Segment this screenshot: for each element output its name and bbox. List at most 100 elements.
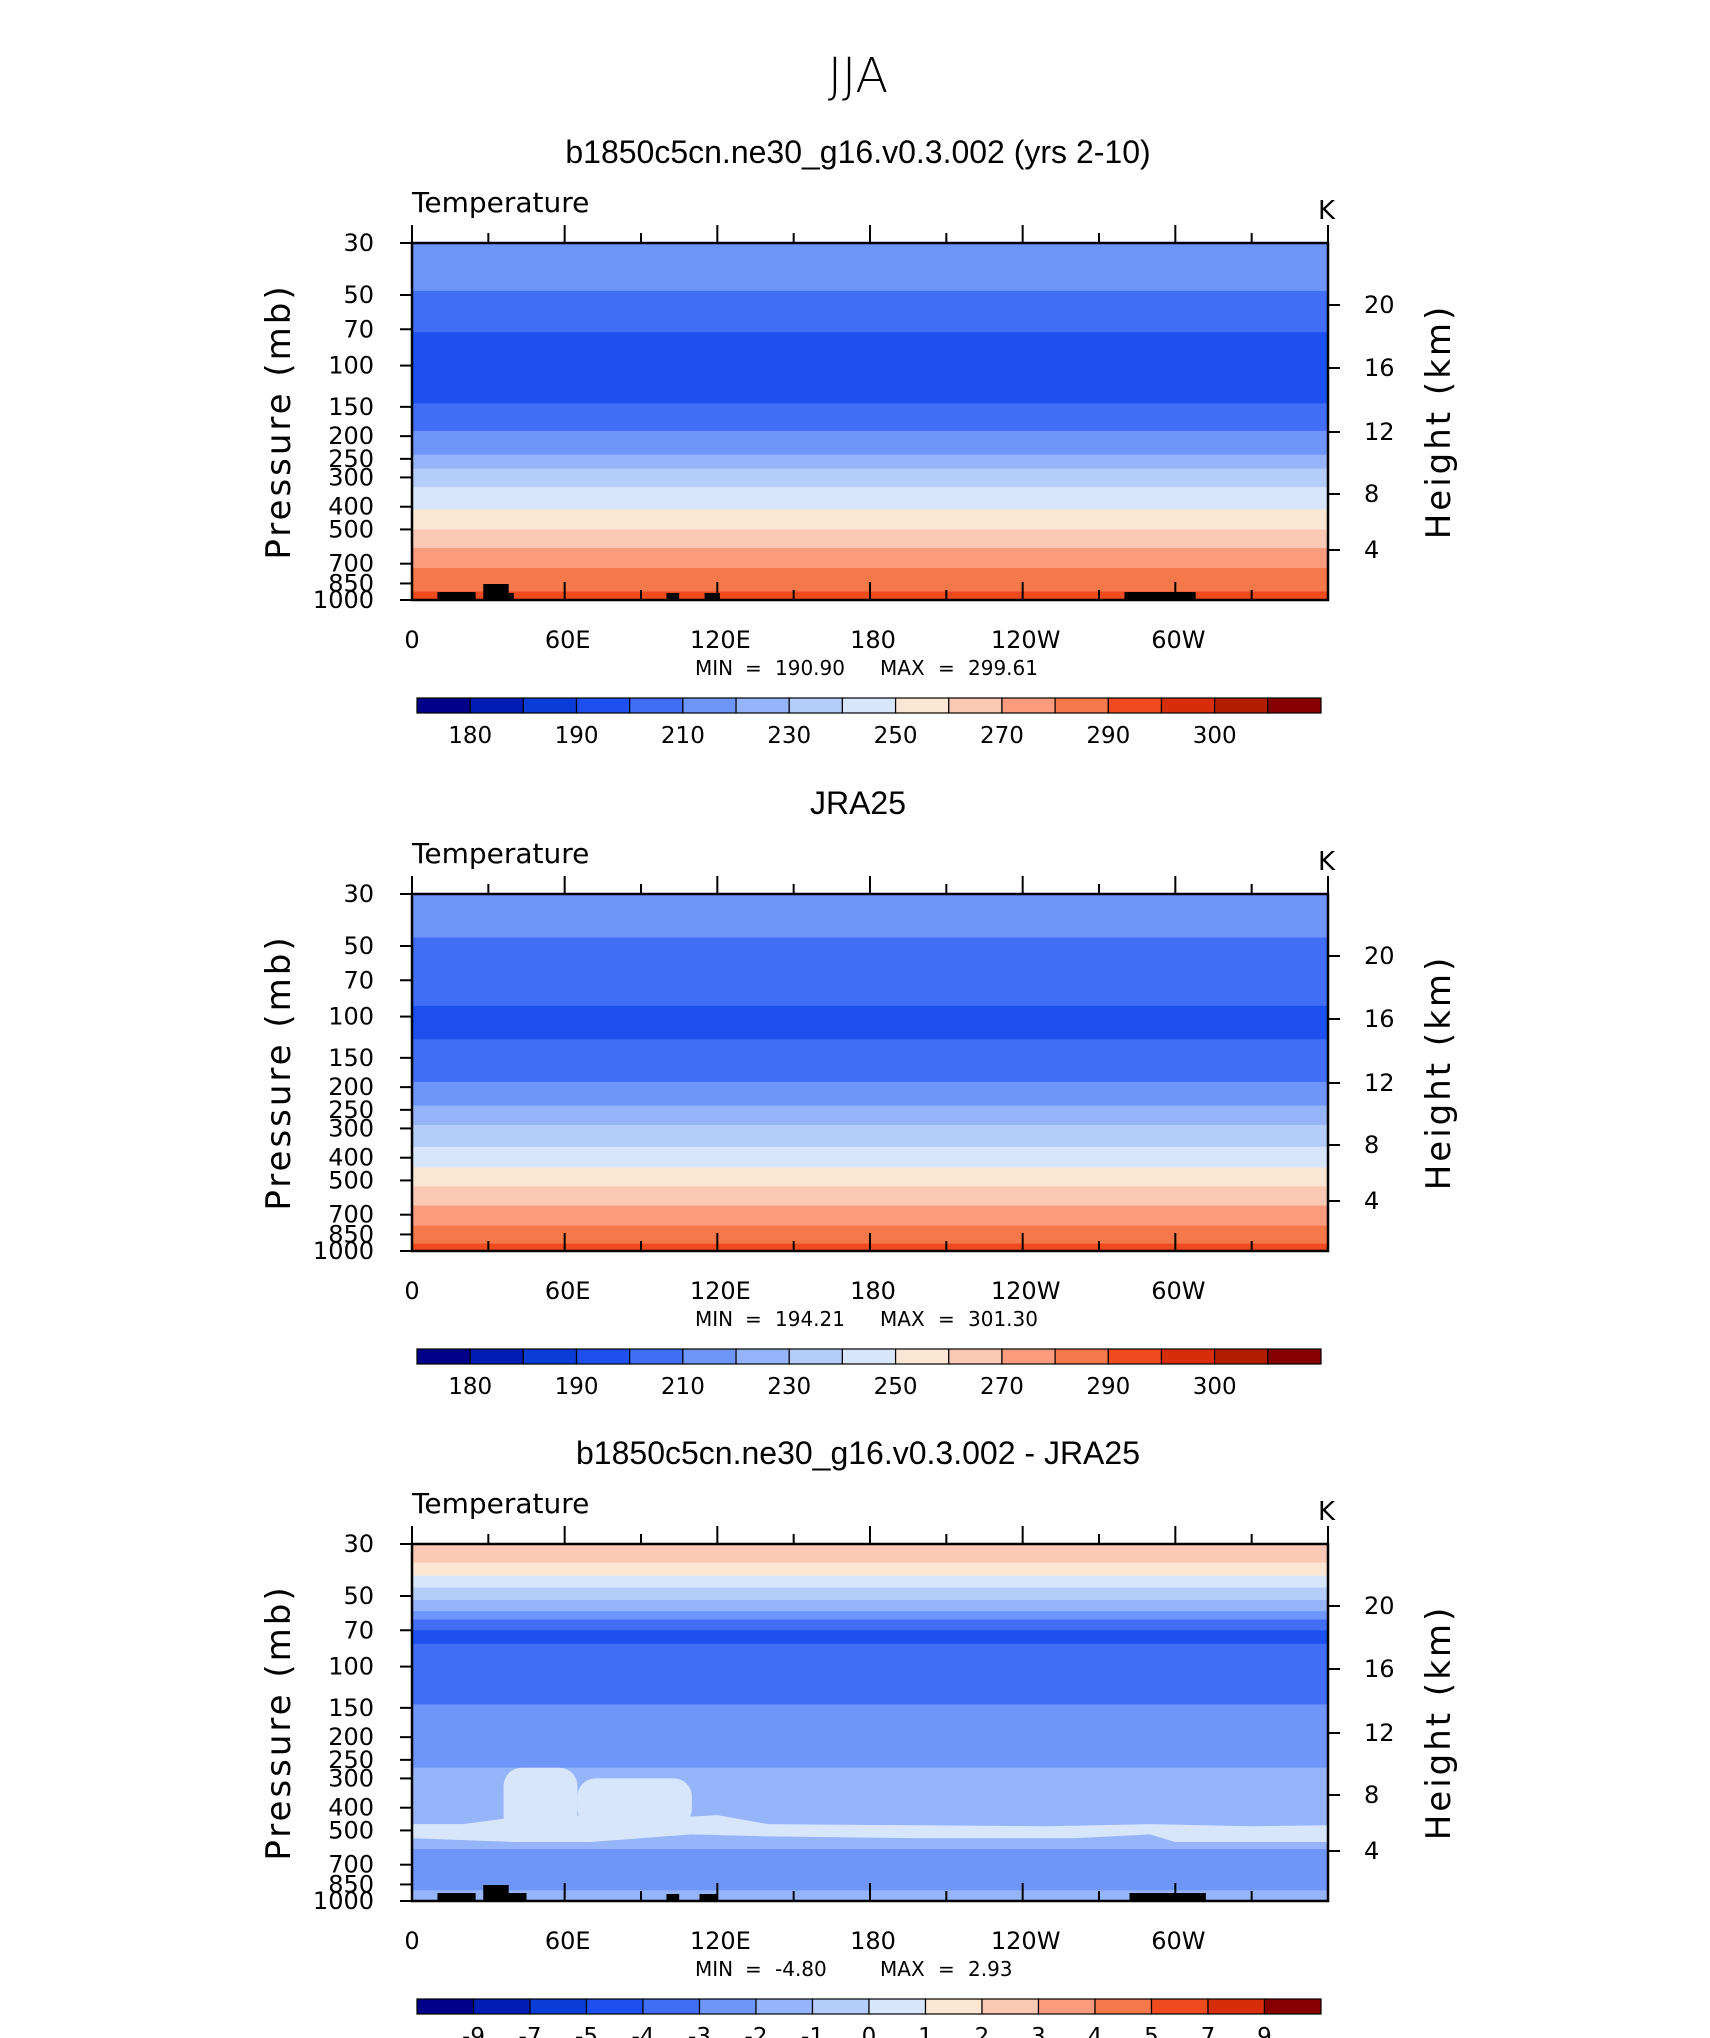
- y-tick-label: 150: [328, 1044, 374, 1072]
- colorbar-label: 270: [980, 1374, 1024, 1400]
- colorbar-swatch: [868, 1998, 927, 2015]
- panel-subtitle: Temperature: [411, 186, 589, 219]
- contour-band: [412, 529, 1328, 549]
- contour-bands: [412, 243, 1328, 601]
- min-value: 190.90: [775, 656, 845, 680]
- colorbar-swatch: [529, 1998, 588, 2015]
- y-tick-label: 250: [328, 1096, 374, 1124]
- y-tick-label: 1000: [313, 586, 374, 614]
- min-equals: =: [745, 1957, 762, 1981]
- y-tick-label: 400: [328, 1144, 374, 1172]
- colorbar-swatch: [894, 697, 950, 714]
- colorbar-swatch: [522, 1348, 578, 1365]
- colorbar-swatch: [1054, 1348, 1109, 1365]
- colorbar-label: 230: [767, 723, 811, 749]
- colorbar-swatch: [1001, 697, 1056, 714]
- y-tick-label: 100: [328, 352, 374, 380]
- y-right-tick-label: 8: [1364, 1131, 1379, 1159]
- panels: b1850c5cn.ne30_g16.v0.3.002 (yrs 2-10) Te…: [259, 134, 1459, 2038]
- colorbar-label: 4: [1088, 2024, 1103, 2038]
- colorbar-swatch: [1001, 1348, 1056, 1365]
- colorbar-swatch: [469, 697, 524, 714]
- x-tick-label: 120E: [690, 626, 751, 654]
- contour-band: [412, 1167, 1328, 1187]
- chart-panel-3: b1850c5cn.ne30_g16.v0.3.002 - JRA25 Tempe…: [259, 1435, 1459, 2038]
- colorbar-swatch: [416, 1998, 475, 2015]
- colorbar-label: -5: [575, 2024, 598, 2038]
- panel-subtitle: Temperature: [411, 1487, 589, 1520]
- colorbar-swatch: [575, 1348, 631, 1365]
- colorbar-label: 0: [862, 2024, 877, 2038]
- y-right-tick-label: 12: [1364, 418, 1395, 446]
- y-tick-label: 50: [343, 932, 374, 960]
- y-right-tick-label: 16: [1364, 354, 1395, 382]
- units-label: K: [1318, 1497, 1336, 1527]
- y-right-tick-label: 20: [1364, 291, 1395, 319]
- y-tick-label: 300: [328, 463, 374, 491]
- y-right-tick-label: 20: [1364, 1592, 1395, 1620]
- y-tick-label: 250: [328, 1746, 374, 1774]
- colorbar-swatch: [682, 1348, 737, 1365]
- min-label: MIN: [695, 1957, 733, 1981]
- topography-mask: [437, 592, 476, 600]
- y-tick-label: 200: [328, 422, 374, 450]
- x-tick-label: 180: [850, 1277, 896, 1305]
- colorbar-label: -9: [462, 2024, 485, 2038]
- y-right-axis-label: Height (km): [1419, 1605, 1459, 1841]
- y-tick-label: 400: [328, 1794, 374, 1822]
- max-value: 299.61: [968, 656, 1038, 680]
- colorbar-swatch: [1267, 1348, 1322, 1365]
- colorbar-swatch: [735, 697, 790, 714]
- x-tick-label: 180: [850, 1927, 896, 1955]
- y-axis-label: Pressure (mb): [259, 283, 299, 559]
- x-tick-label: 120E: [690, 1277, 751, 1305]
- contour-band: [412, 1611, 1328, 1621]
- contour-band: [412, 468, 1328, 488]
- colorbar: 180 190 210 230 250 270 290 300: [416, 697, 1322, 749]
- colorbar-swatch: [469, 1348, 524, 1365]
- contour-band: [412, 403, 1328, 432]
- colorbar-label: 180: [448, 723, 492, 749]
- y-tick-label: 500: [328, 1166, 374, 1194]
- contour-band: [412, 1105, 1328, 1126]
- contour-band: [412, 509, 1328, 531]
- colorbar-swatch: [698, 1998, 757, 2015]
- y-axis-label: Pressure (mb): [259, 934, 299, 1210]
- y-tick-label: 1000: [313, 1237, 374, 1265]
- contour-band: [412, 430, 1328, 456]
- colorbar-swatch: [642, 1998, 701, 2015]
- colorbar-swatch: [924, 1998, 983, 2015]
- y-tick-label: 50: [343, 281, 374, 309]
- y-tick-label: 700: [328, 1851, 374, 1879]
- y-tick-label: 850: [328, 1220, 374, 1248]
- colorbar-swatch: [948, 697, 1003, 714]
- y-tick-label: 500: [328, 1816, 374, 1844]
- colorbar-label: 290: [1086, 723, 1130, 749]
- contour-band: [412, 894, 1328, 939]
- y-right-tick-label: 4: [1364, 536, 1379, 564]
- topography-mask: [699, 1894, 718, 1901]
- contour-band: [412, 1704, 1328, 1769]
- y-tick-label: 300: [328, 1764, 374, 1792]
- colorbar-label: 5: [1144, 2024, 1159, 2038]
- colorbar-label: 3: [1031, 2024, 1046, 2038]
- colorbar-swatch: [1107, 1348, 1163, 1365]
- colorbar-label: 9: [1257, 2024, 1272, 2038]
- y-tick-label: 200: [328, 1723, 374, 1751]
- contour-band: [412, 332, 1328, 405]
- colorbar-swatch: [682, 697, 737, 714]
- contour-band: [412, 1124, 1328, 1148]
- colorbar-label: 1: [918, 2024, 933, 2038]
- colorbar-swatch: [1214, 1348, 1269, 1365]
- contour-band: [412, 1562, 1328, 1577]
- contour-band: [412, 547, 1328, 569]
- y-tick-label: 250: [328, 445, 374, 473]
- y-tick-label: 30: [343, 880, 374, 908]
- max-label: MAX: [880, 1957, 925, 1981]
- colorbar-label: 290: [1086, 1374, 1130, 1400]
- colorbar-swatch: [1160, 697, 1216, 714]
- y-right-tick-label: 12: [1364, 1069, 1395, 1097]
- colorbar-swatch: [894, 1348, 950, 1365]
- colorbar-swatch: [981, 1998, 1040, 2015]
- y-tick-label: 200: [328, 1073, 374, 1101]
